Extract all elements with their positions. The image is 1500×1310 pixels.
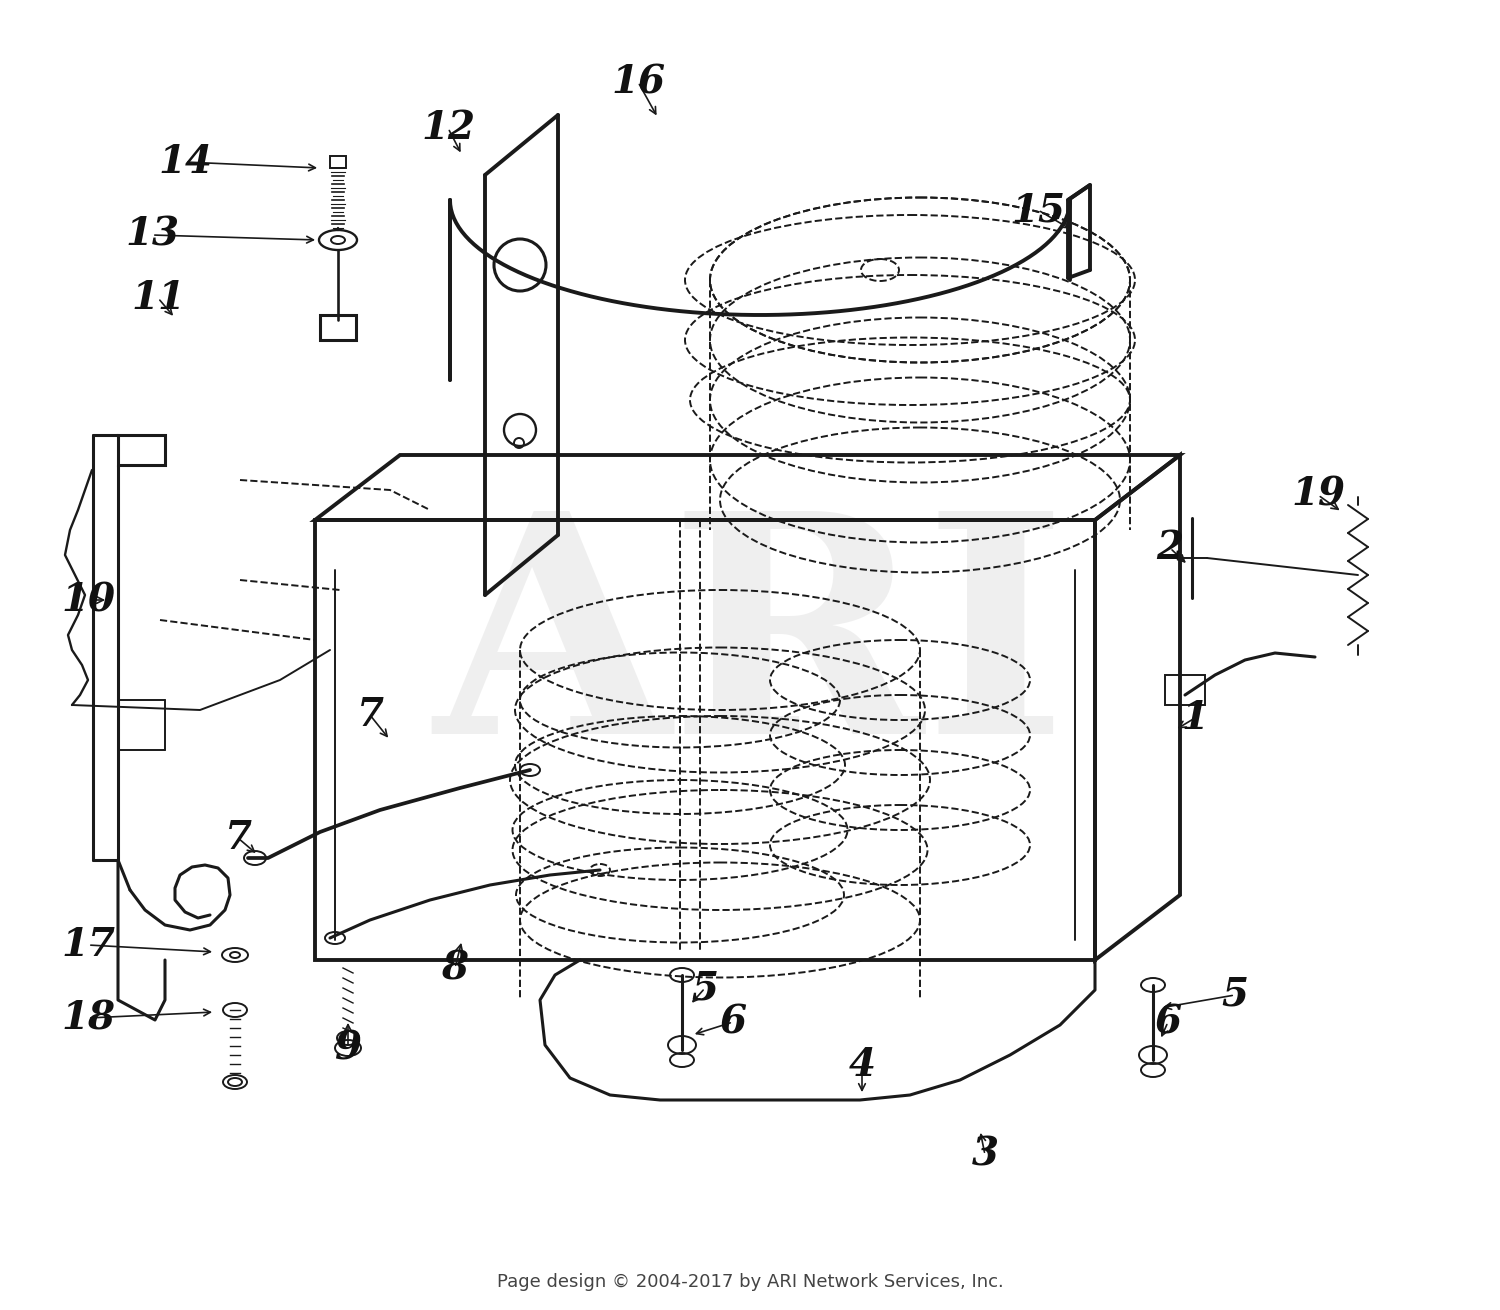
Text: 2: 2 xyxy=(1156,529,1184,567)
Text: 4: 4 xyxy=(849,1045,876,1083)
Text: 18: 18 xyxy=(62,1000,116,1038)
Text: 9: 9 xyxy=(334,1028,362,1068)
Text: 5: 5 xyxy=(1221,976,1248,1014)
Text: 6: 6 xyxy=(720,1003,747,1041)
Text: 16: 16 xyxy=(610,63,664,101)
Text: 7: 7 xyxy=(357,696,384,734)
Text: 19: 19 xyxy=(1292,476,1346,514)
Text: 1: 1 xyxy=(1182,700,1209,738)
Text: 15: 15 xyxy=(1011,191,1065,229)
Text: 6: 6 xyxy=(1155,1003,1182,1041)
Text: 14: 14 xyxy=(158,143,212,181)
Text: 10: 10 xyxy=(62,582,116,620)
Text: 5: 5 xyxy=(692,969,718,1007)
Text: ARI: ARI xyxy=(433,502,1066,798)
Text: 11: 11 xyxy=(130,279,184,317)
Text: 8: 8 xyxy=(441,948,468,986)
Text: 7: 7 xyxy=(225,819,252,857)
Text: 17: 17 xyxy=(62,926,116,964)
Text: 13: 13 xyxy=(124,216,178,254)
Text: 12: 12 xyxy=(422,109,476,147)
Text: Page design © 2004-2017 by ARI Network Services, Inc.: Page design © 2004-2017 by ARI Network S… xyxy=(496,1273,1004,1290)
Text: 3: 3 xyxy=(972,1136,999,1174)
